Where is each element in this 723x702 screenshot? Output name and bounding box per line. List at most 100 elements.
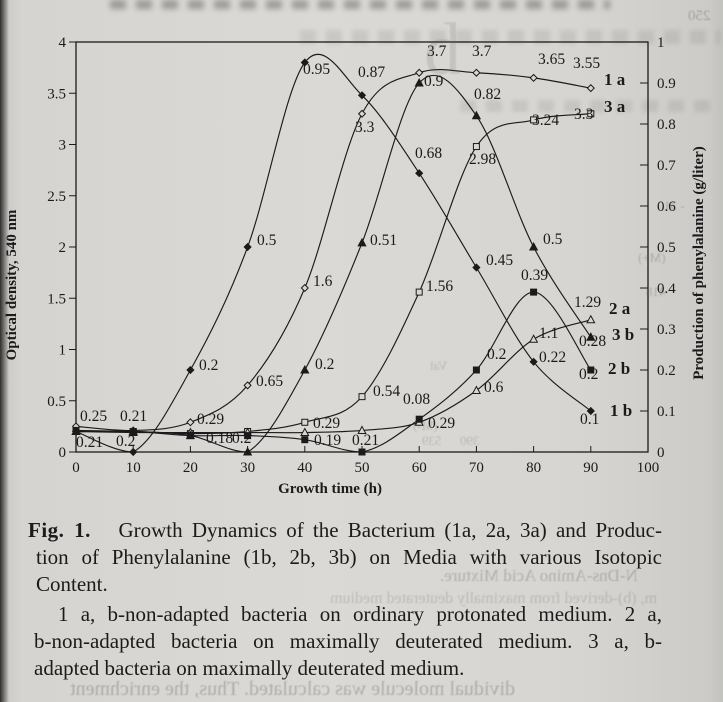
x-axis-tick-label: 50 [355,460,370,476]
y-axis-right-tick-label: 1 [657,35,665,51]
marker-diamond-filled [186,365,195,375]
marker-diamond-filled [586,406,595,416]
marker-triangle-open [357,425,367,434]
data-point-label: 0.22 [539,349,566,366]
series-line-1b [75,53,592,453]
marker-diamond-filled [129,447,138,457]
marker-diamond-filled [243,242,252,252]
marker-triangle-filled [242,446,253,456]
data-point-label: 0.21 [76,434,103,451]
bleedthrough-ghost-text: dividual molecule was calculated. Thus, … [70,678,516,700]
marker-triangle-filled [471,110,482,120]
y-axis-right-tick-label: 0 [657,445,665,461]
series-label-1a: 1 a [604,70,626,89]
marker-triangle-filled [414,77,424,87]
data-point-label: 0.87 [358,64,385,81]
y-axis-left-tick-label: 0.5 [47,394,66,410]
bleedthrough-ghost-text: (M-) [413,418,438,433]
marker-square-filled [530,288,538,296]
bleedthrough-ghost-text: - 31 [664,198,685,213]
data-point-label: 1.1 [539,325,558,342]
series-label-2b: 2 b [608,359,630,378]
series-label-3a: 3 a [604,97,626,116]
y-axis-right-tick-label: 0.2 [657,363,676,379]
marker-square-open [472,143,480,151]
figure-caption-line: 1 a, b-non-adapted bacteria on ordinary … [58,602,662,626]
y-axis-right-tick-label: 0.9 [657,76,676,92]
marker-triangle-open [586,314,596,324]
marker-triangle-filled [128,426,138,435]
marker-diamond-filled [357,91,367,100]
y-axis-left-tick-label: 3.5 [47,86,66,102]
data-point-label: 3.55 [573,55,600,72]
y-axis-left-tick-label: 0 [59,445,67,461]
bleedthrough-ghost-text: d [424,9,461,91]
figure-number-label: Fig. 1. [28,518,91,542]
data-point-label: 3.7 [472,43,492,60]
y-axis-right-tick-label: 0.8 [657,117,676,133]
marker-triangle-filled [185,430,196,440]
caption-text: Growth Dynamics of the Bacterium (1a, 2a… [118,518,662,542]
marker-diamond-open [357,109,367,118]
marker-diamond-open [529,73,538,82]
bleedthrough-ghost-text: 418 [646,284,666,299]
x-axis-tick-label: 70 [469,460,484,476]
marker-diamond-filled [415,169,424,178]
data-point-label: 0.21 [120,408,147,425]
data-point-label: 3.65 [538,51,565,68]
data-point-label: 0.9 [424,73,444,90]
series-line-3b [75,75,592,453]
figure-caption-line: Content. [36,572,108,596]
marker-square-open [415,288,423,296]
y-axis-left-tick-label: 2 [59,240,67,256]
data-point-label: 0.2 [116,433,135,450]
x-axis-tick-label: 60 [412,460,427,476]
x-axis-tick-label: 90 [583,460,598,476]
data-point-label: 0.29 [197,411,224,428]
series-label-1b: 1 b [610,401,632,420]
data-point-label: 0.82 [474,86,501,103]
data-point-label: 0.25 [80,408,107,425]
data-point-label: 0.54 [373,383,400,400]
data-point-label: 0.65 [256,373,283,390]
marker-square-filled [472,366,480,374]
data-point-label: 0.28 [579,333,606,350]
data-point-label: 3.3 [574,106,594,123]
y-axis-left-title: Optical density, 540 nm [4,209,20,360]
data-point-label: 3.3 [355,119,375,136]
marker-square-open [587,110,595,118]
data-point-label: 0.1 [580,411,599,428]
bleedthrough-ghost-text: 390 [460,433,480,448]
marker-triangle-filled [71,426,81,435]
y-axis-right-tick-label: 0.3 [657,322,676,338]
data-point-label: 1.6 [313,273,333,290]
scan-bleedthrough-strip [110,0,610,9]
data-point-label: 0.2 [199,357,218,374]
scan-bleedthrough-strip [300,30,720,44]
series-label-3b: 3 b [612,325,634,344]
bleedthrough-ghost-text: m, (b)-derived from maximally deuterated… [330,590,657,607]
marker-triangle-filled [357,237,367,247]
x-axis-tick-label: 10 [126,460,141,476]
y-axis-left-tick-label: 1 [59,343,67,359]
data-point-label: 0.2 [487,346,506,363]
data-point-label: 3.24 [532,112,559,129]
data-point-label: 0.2 [232,430,251,447]
marker-triangle-filled [586,332,596,341]
data-point-label: 0.19 [314,432,341,449]
figure-caption-line: adapted bacteria on maximally deuterated… [34,656,465,680]
data-point-label: 0.2 [579,366,598,383]
y-axis-left-tick-label: 4 [59,35,67,51]
marker-square-filled [587,366,595,374]
y-axis-right-tick-label: 0.4 [657,281,676,297]
bleedthrough-ghost-text: Val [430,358,448,373]
y-axis-right-title: Production of phenylalanine (g/liter) [691,146,707,379]
bleedthrough-ghost-text: N-Dns-Amino Acid Mixture. [440,566,638,585]
marker-diamond-open [586,84,595,93]
marker-diamond-open [186,418,195,427]
marker-diamond-open [472,68,481,77]
marker-square-open [530,116,538,124]
marker-diamond-filled [529,357,538,366]
series-line-3a [75,113,591,435]
